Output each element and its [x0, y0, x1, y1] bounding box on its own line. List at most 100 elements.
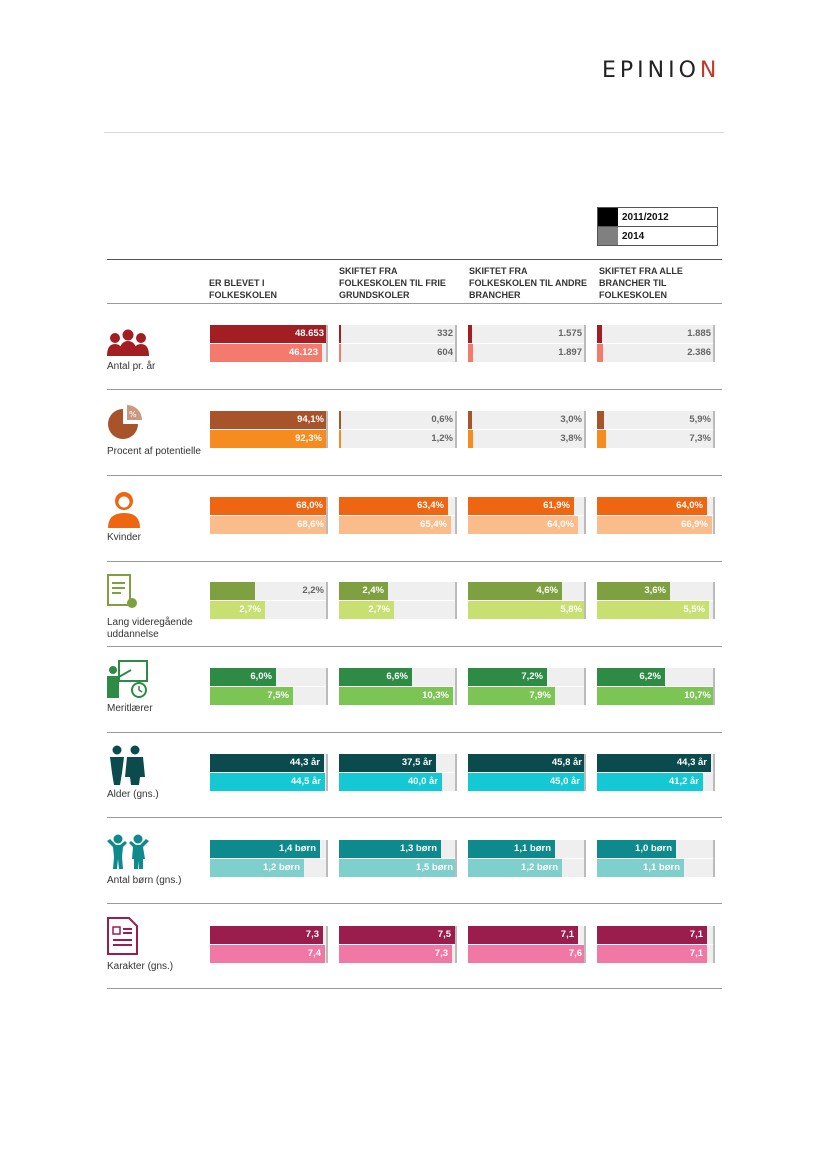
- chart-cell: 1,3 børn 1,5 børn: [339, 840, 457, 877]
- chart-cell: 1,4 børn 1,2 børn: [210, 840, 328, 877]
- legend-item-2011-2012: 2011/2012: [598, 208, 717, 226]
- bar: [468, 859, 562, 877]
- bar-track: [468, 325, 586, 343]
- chart-cell: 44,3 år 44,5 år: [210, 754, 328, 791]
- data-label: 3,0%: [560, 414, 582, 425]
- data-label: 6,6%: [386, 671, 408, 682]
- bar: [597, 668, 665, 686]
- bar: [210, 516, 328, 534]
- data-label: 45,0 år: [549, 776, 580, 787]
- bar: [597, 859, 684, 877]
- data-label: 3,6%: [644, 585, 666, 596]
- chart-cell: 7,2% 7,9%: [468, 668, 586, 705]
- cell-edge: [326, 582, 328, 619]
- row-label: Procent af potentielle: [107, 446, 201, 457]
- data-label: 44,5 år: [290, 776, 321, 787]
- cell-edge: [455, 668, 457, 705]
- chart-cell: 68,0% 68,6%: [210, 497, 328, 534]
- chart-cell: 2,4% 2,7%: [339, 582, 457, 619]
- bar: [597, 344, 603, 362]
- data-label: 1,2 børn: [263, 862, 300, 873]
- bar-track: [597, 411, 715, 429]
- cell-edge: [455, 582, 457, 619]
- cell-edge: [584, 668, 586, 705]
- column-header-2: SKIFTET FRA FOLKESKOLEN TIL FRIE GRUNDSK…: [339, 266, 446, 300]
- chart-cell: 7,5 7,3: [339, 926, 457, 963]
- chart-cell: 45,8 år 45,0 år: [468, 754, 586, 791]
- data-label: 44,3 år: [289, 757, 320, 768]
- bar: [210, 411, 328, 429]
- cell-edge: [713, 325, 715, 362]
- data-label: 68,0%: [296, 500, 323, 511]
- bar: [597, 601, 709, 619]
- people-group-icon: [107, 329, 149, 356]
- chart-cell: 2,2% 2,7%: [210, 582, 328, 619]
- cell-edge: [713, 582, 715, 619]
- cell-edge: [713, 926, 715, 963]
- bar: [210, 754, 324, 772]
- cell-edge: [584, 840, 586, 877]
- chart-cell: 7,1 7,1: [597, 926, 715, 963]
- bar: [597, 773, 703, 791]
- cell-edge: [455, 497, 457, 534]
- data-label: 2,2%: [302, 585, 324, 596]
- row-label: Meritlærer: [107, 703, 153, 714]
- data-label: 4,6%: [536, 585, 558, 596]
- data-label: 61,9%: [543, 500, 570, 511]
- chart-cell: 7,3 7,4: [210, 926, 328, 963]
- bar: [468, 687, 555, 705]
- bar: [210, 582, 255, 600]
- cell-edge: [713, 668, 715, 705]
- elderly-couple-icon: [110, 745, 145, 785]
- chart-cell: 1.575 1.897: [468, 325, 586, 362]
- epinion-logo: EPINION: [602, 58, 721, 83]
- data-label: 46.123: [288, 347, 318, 358]
- chart-cell: 37,5 år 40,0 år: [339, 754, 457, 791]
- row-label: Karakter (gns.): [107, 961, 174, 972]
- cell-edge: [713, 840, 715, 877]
- data-label: 10,3%: [422, 690, 449, 701]
- data-label: 5,5%: [683, 604, 705, 615]
- row-divider: [107, 389, 722, 390]
- data-label: 0,6%: [431, 414, 453, 425]
- data-label: 1,1 børn: [514, 843, 551, 854]
- bar: [210, 668, 276, 686]
- bar: [468, 840, 555, 858]
- data-label: 64,0%: [676, 500, 703, 511]
- cell-edge: [584, 497, 586, 534]
- data-label: 64,0%: [547, 519, 574, 530]
- bar: [339, 582, 388, 600]
- data-label: 7,3%: [689, 433, 711, 444]
- data-label: 332: [437, 328, 453, 339]
- row-label: Lang videregående uddannelse: [107, 617, 193, 640]
- data-label: 7,5%: [267, 690, 289, 701]
- bar-track: [339, 325, 457, 343]
- bar: [468, 754, 586, 772]
- cell-edge: [455, 926, 457, 963]
- bar: [468, 497, 574, 515]
- data-label: 2,7%: [368, 604, 390, 615]
- bar: [339, 945, 452, 963]
- row-label: Kvinder: [107, 532, 141, 543]
- bar: [210, 601, 265, 619]
- table-header-rule: [107, 259, 722, 260]
- woman-icon: [108, 492, 140, 528]
- chart-cell: 3,6% 5,5%: [597, 582, 715, 619]
- bar: [339, 668, 412, 686]
- pie-percent-icon: %: [108, 405, 142, 439]
- cell-edge: [584, 325, 586, 362]
- data-label: 5,8%: [560, 604, 582, 615]
- row-divider: [107, 817, 722, 818]
- chart-cell: 61,9% 64,0%: [468, 497, 586, 534]
- legend: 2011/2012 2014: [597, 207, 718, 246]
- bar: [339, 687, 453, 705]
- chart-cell: 6,0% 7,5%: [210, 668, 328, 705]
- cell-edge: [584, 411, 586, 448]
- teacher-board-icon: [107, 660, 148, 698]
- cell-edge: [455, 325, 457, 362]
- data-label: 7,1: [689, 948, 703, 959]
- row-divider: [107, 646, 722, 647]
- data-label: 604: [437, 347, 453, 358]
- data-label: 1,5 børn: [416, 862, 453, 873]
- bar: [339, 859, 457, 877]
